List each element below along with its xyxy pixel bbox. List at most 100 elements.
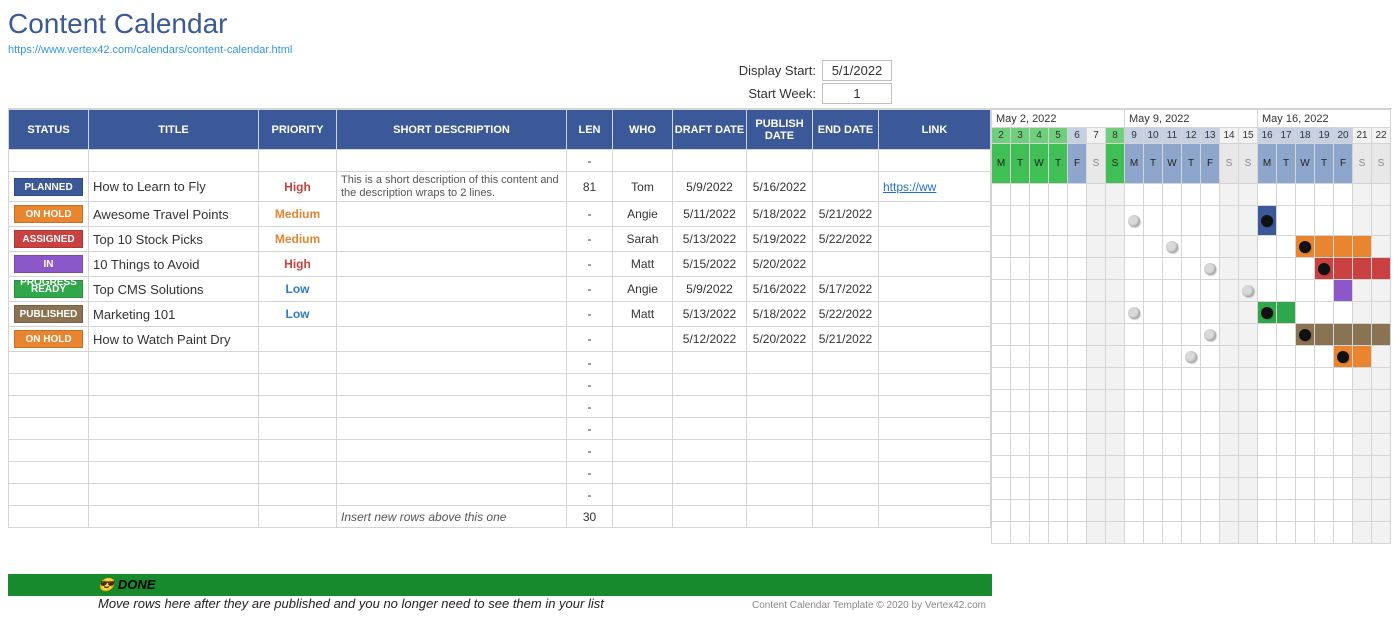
display-start-value[interactable]: 5/1/2022 [822, 60, 892, 81]
status-badge: PUBLISHED [14, 305, 83, 323]
done-label: DONE [118, 577, 156, 592]
table-row[interactable]: READYTop CMS SolutionsLow-Angie5/9/20225… [9, 277, 991, 302]
publish-dot-icon [1299, 241, 1311, 253]
gantt-row [992, 478, 1391, 500]
gantt-day-number: 11 [1163, 128, 1182, 144]
publish-dot-icon [1261, 215, 1273, 227]
gantt-row [992, 390, 1391, 412]
start-week-label: Start Week: [748, 86, 816, 101]
gantt-row [992, 280, 1391, 302]
gantt-row [992, 412, 1391, 434]
draft-dot-icon [1185, 351, 1197, 363]
start-week-value[interactable]: 1 [822, 83, 892, 104]
gantt-day-number: 20 [1334, 128, 1353, 144]
gantt-day-number: 2 [992, 128, 1011, 144]
table-row[interactable]: PLANNEDHow to Learn to FlyHighThis is a … [9, 172, 991, 202]
publish-dot-icon [1318, 263, 1330, 275]
gantt-dow: W [1030, 144, 1049, 184]
gantt-bar [1372, 324, 1390, 345]
gantt-dow: T [1049, 144, 1068, 184]
gantt-day-number: 4 [1030, 128, 1049, 144]
status-badge: ON HOLD [14, 205, 83, 223]
gantt-day-number: 14 [1220, 128, 1239, 144]
source-url-link[interactable]: https://www.vertex42.com/calendars/conte… [8, 44, 292, 56]
publish-dot-icon [1337, 351, 1349, 363]
gantt-day-number: 9 [1125, 128, 1144, 144]
gantt-dow: S [1372, 144, 1391, 184]
content-table: STATUS TITLE PRIORITY SHORT DESCRIPTION … [8, 109, 991, 528]
gantt-bar [1353, 236, 1371, 257]
gantt-bar [1353, 346, 1371, 367]
gantt-day-number: 5 [1049, 128, 1068, 144]
gantt-dow: T [1277, 144, 1296, 184]
col-len: LEN [567, 110, 613, 150]
table-row[interactable]: ON HOLDHow to Watch Paint Dry-5/12/20225… [9, 327, 991, 352]
display-start-label: Display Start: [739, 63, 816, 78]
gantt-dow: T [1315, 144, 1334, 184]
col-end: END DATE [813, 110, 879, 150]
status-badge: ASSIGNED [14, 230, 83, 248]
draft-dot-icon [1128, 307, 1140, 319]
table-row[interactable]: ON HOLDAwesome Travel PointsMedium-Angie… [9, 202, 991, 227]
gantt-dow: S [1353, 144, 1372, 184]
table-row[interactable]: - [9, 440, 991, 462]
done-emoji-icon: 😎 [98, 577, 114, 592]
gantt-bar [1315, 324, 1333, 345]
gantt-day-number: 17 [1277, 128, 1296, 144]
draft-dot-icon [1128, 215, 1140, 227]
gantt-bar [1315, 236, 1333, 257]
gantt-day-number: 22 [1372, 128, 1391, 144]
publish-dot-icon [1261, 307, 1273, 319]
table-row[interactable]: - [9, 352, 991, 374]
status-badge: PLANNED [14, 178, 83, 196]
gantt-bar [1372, 258, 1390, 279]
gantt-day-number: 3 [1011, 128, 1030, 144]
gantt-dow: W [1163, 144, 1182, 184]
table-row[interactable]: IN PROGRESS10 Things to AvoidHigh-Matt5/… [9, 252, 991, 277]
gantt-row [992, 258, 1391, 280]
gantt-row [992, 324, 1391, 346]
gantt-day-number: 12 [1182, 128, 1201, 144]
col-link: LINK [879, 110, 991, 150]
table-row[interactable]: - [9, 462, 991, 484]
gantt-day-number: 10 [1144, 128, 1163, 144]
gantt-dow: F [1334, 144, 1353, 184]
draft-dot-icon [1166, 241, 1178, 253]
gantt-row [992, 206, 1391, 236]
draft-dot-icon [1242, 285, 1254, 297]
gantt-row [992, 456, 1391, 478]
table-row[interactable]: - [9, 396, 991, 418]
table-row[interactable]: - [9, 484, 991, 506]
gantt-bar [1353, 258, 1371, 279]
gantt-row [992, 236, 1391, 258]
gantt-row [992, 346, 1391, 368]
gantt-row [992, 434, 1391, 456]
table-row[interactable]: - [9, 374, 991, 396]
content-link[interactable]: https://ww [883, 180, 936, 194]
draft-dot-icon [1204, 329, 1216, 341]
publish-dot-icon [1299, 329, 1311, 341]
gantt-dow: T [1144, 144, 1163, 184]
gantt-dow: T [1182, 144, 1201, 184]
gantt-row [992, 500, 1391, 522]
gantt-dow: M [1258, 144, 1277, 184]
table-footer-row: Insert new rows above this one30 [9, 506, 991, 528]
done-section-bar: 😎 DONE [8, 574, 992, 596]
gantt-bar [1353, 324, 1371, 345]
done-note: Move rows here after they are published … [98, 596, 752, 611]
status-badge: IN PROGRESS [14, 255, 83, 273]
table-row[interactable]: - [9, 418, 991, 440]
gantt-chart: May 2, 2022May 9, 2022May 16, 2022234567… [991, 109, 1391, 544]
gantt-dow: F [1201, 144, 1220, 184]
gantt-day-number: 21 [1353, 128, 1372, 144]
col-status: STATUS [9, 110, 89, 150]
table-row[interactable]: - [9, 150, 991, 172]
gantt-dow: T [1011, 144, 1030, 184]
gantt-day-number: 13 [1201, 128, 1220, 144]
gantt-day-number: 15 [1239, 128, 1258, 144]
gantt-dow: S [1220, 144, 1239, 184]
table-row[interactable]: ASSIGNEDTop 10 Stock PicksMedium-Sarah5/… [9, 227, 991, 252]
gantt-day-number: 18 [1296, 128, 1315, 144]
table-row[interactable]: PUBLISHEDMarketing 101Low-Matt5/13/20225… [9, 302, 991, 327]
gantt-bar [1334, 324, 1352, 345]
